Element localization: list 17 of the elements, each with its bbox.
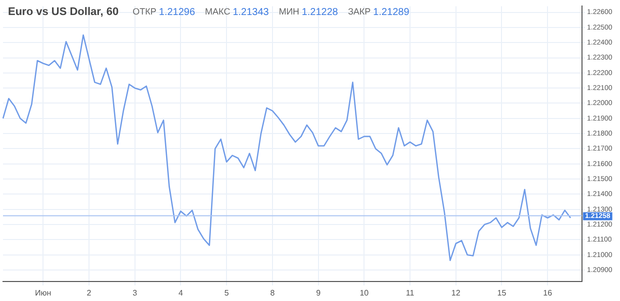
x-tick-label: 5: [224, 288, 230, 298]
x-tick-label: 11: [406, 288, 415, 298]
annotation: ОТКР 1.21296: [132, 6, 196, 18]
annotation: МАКС 1.21343: [205, 6, 270, 18]
x-tick-label: 12: [451, 288, 461, 298]
x-tick-label: Июн: [35, 288, 52, 298]
x-tick-label: 9: [316, 288, 322, 298]
x-tick-label: 15: [497, 288, 507, 298]
annotation: МИН 1.21228: [278, 6, 338, 18]
x-tick-label: 10: [360, 288, 370, 298]
annotation: ЗАКР 1.21289: [348, 6, 410, 18]
x-tick-label: 3: [132, 288, 138, 298]
x-tick-label: 8: [270, 288, 276, 298]
chart-title: Euro vs US Dollar, 60: [8, 6, 119, 18]
x-tick-label: 2: [86, 288, 92, 298]
x-tick-label: 4: [178, 288, 184, 298]
x-tick-label: 16: [543, 288, 553, 298]
